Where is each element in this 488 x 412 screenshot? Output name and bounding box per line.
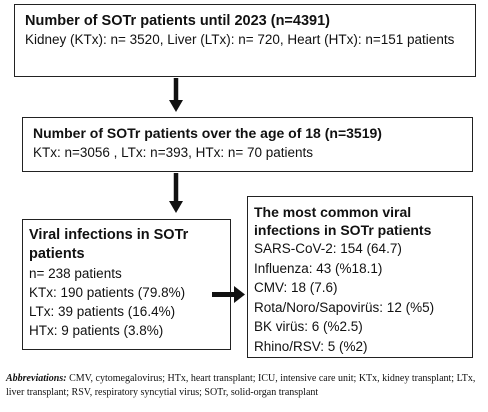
total-patients-details: Kidney (KTx): n= 3520, Liver (LTx): n= 7…	[25, 32, 455, 47]
common-infection-bk-virus: BK virüs: 6 (%2.5)	[254, 319, 363, 334]
abbreviations-label: Abbreviations:	[6, 373, 67, 384]
adult-patients-details: KTx: n=3056 , LTx: n=393, HTx: n= 70 pat…	[33, 145, 314, 160]
common-infection-cmv: CMV: 18 (7.6)	[254, 280, 338, 295]
common-infections-box: The most common viral infections in SOTr…	[247, 196, 473, 358]
viral-infections-box: Viral infections in SOTr patients n= 238…	[22, 219, 231, 350]
viral-infections-total: n= 238 patients	[29, 266, 122, 281]
arrow-box3-to-box4	[212, 286, 245, 303]
viral-infections-title: Viral infections in SOTr patients	[29, 227, 189, 262]
common-infection-rota-noro-sapo: Rota/Noro/Sapovirüs: 12 (%5)	[254, 299, 435, 315]
viral-infections-ktx: KTx: 190 patients (79.8%)	[29, 285, 186, 300]
common-infection-influenza: Influenza: 43 (%18.1)	[254, 260, 383, 276]
viral-infections-htx: HTx: 9 patients (3.8%)	[29, 323, 164, 338]
total-patients-title: Number of SOTr patients until 2023 (n=43…	[25, 13, 330, 29]
common-infection-rhino-rsv: Rhino/RSV: 5 (%2)	[254, 338, 368, 354]
arrow-box1-to-box2	[169, 78, 183, 112]
abbreviations-text: CMV, cytomegalovirus; HTx, heart transpl…	[6, 373, 476, 398]
abbreviations-footnote: Abbreviations: CMV, cytomegalovirus; HTx…	[6, 372, 484, 400]
arrow-box2-to-box3	[169, 173, 183, 213]
total-patients-box: Number of SOTr patients until 2023 (n=43…	[14, 4, 476, 77]
common-infection-sars-cov-2: SARS-CoV-2: 154 (64.7)	[254, 241, 402, 256]
adult-patients-title: Number of SOTr patients over the age of …	[33, 125, 382, 141]
common-infections-title: The most common viral infections in SOTr…	[254, 204, 432, 238]
adult-patients-box: Number of SOTr patients over the age of …	[22, 117, 473, 172]
viral-infections-ltx: LTx: 39 patients (16.4%)	[29, 304, 176, 319]
